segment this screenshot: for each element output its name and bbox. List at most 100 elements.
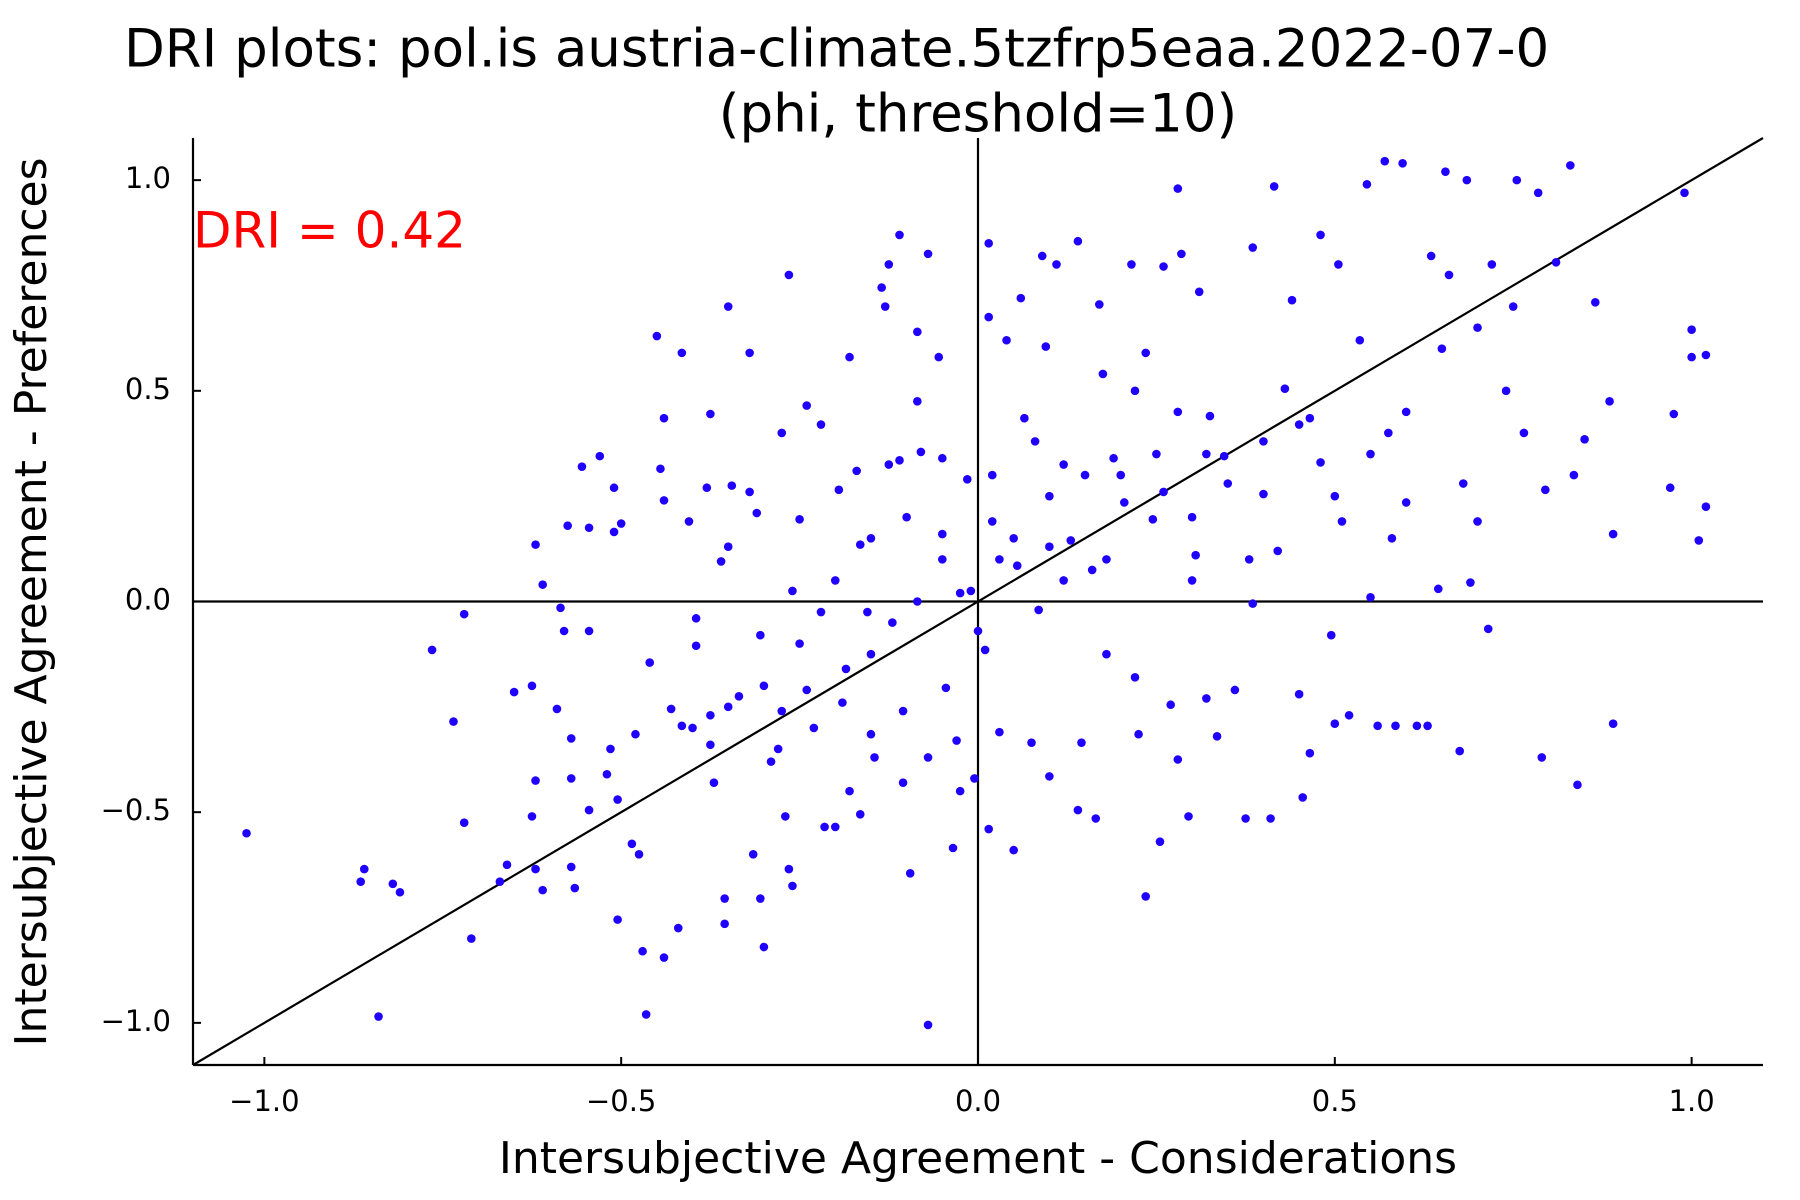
point (938, 555, 947, 564)
point (863, 607, 872, 617)
point (1194, 287, 1204, 297)
point (1401, 407, 1411, 417)
point (1027, 738, 1036, 747)
point (980, 645, 990, 655)
point (1177, 249, 1186, 259)
point (1701, 350, 1711, 360)
point (645, 658, 655, 667)
point (1102, 649, 1111, 659)
point (1687, 325, 1696, 335)
point (748, 850, 758, 859)
point (1080, 470, 1090, 480)
point (788, 881, 797, 891)
point (652, 331, 662, 341)
point (866, 533, 876, 543)
point (677, 721, 687, 731)
point (1455, 746, 1465, 756)
point (1401, 498, 1411, 507)
point (1680, 188, 1689, 198)
point (923, 753, 933, 762)
point (987, 517, 997, 526)
point (677, 348, 687, 358)
point (1020, 413, 1029, 423)
point (895, 230, 904, 240)
point (1173, 184, 1183, 193)
point (1437, 344, 1447, 353)
point (1191, 550, 1200, 560)
point (866, 649, 876, 659)
point (880, 302, 890, 311)
point (1508, 302, 1518, 311)
point (641, 1010, 651, 1019)
point (1694, 536, 1704, 545)
point (884, 460, 894, 469)
point (784, 864, 794, 874)
point (1059, 576, 1068, 585)
point (1391, 721, 1400, 731)
point (1669, 409, 1679, 419)
point (987, 470, 997, 480)
point (1316, 230, 1325, 240)
point (1665, 483, 1675, 493)
point (1533, 188, 1543, 198)
point (613, 795, 622, 804)
point (1305, 748, 1315, 758)
point (1487, 260, 1497, 269)
point (905, 868, 915, 878)
point (773, 744, 783, 754)
point (1326, 630, 1336, 640)
point (1334, 260, 1343, 269)
point (870, 753, 879, 762)
point (913, 327, 922, 337)
point (1605, 397, 1614, 406)
point (1095, 300, 1104, 309)
point (691, 641, 701, 651)
point (552, 704, 562, 714)
point (781, 812, 790, 821)
point (913, 597, 922, 606)
point (706, 710, 715, 720)
point (1241, 814, 1250, 823)
annotation: DRI = 0.42 (193, 202, 466, 260)
point (1512, 175, 1522, 185)
point (1045, 772, 1054, 781)
point (984, 312, 994, 322)
y-tick-label: 1.0 (125, 161, 171, 195)
point (706, 409, 715, 419)
point (938, 529, 947, 539)
point (830, 576, 840, 585)
point (938, 453, 947, 463)
point (1273, 546, 1283, 556)
point (1380, 156, 1390, 166)
point (1287, 295, 1297, 305)
point (745, 348, 754, 358)
point (1009, 533, 1018, 543)
point (656, 464, 665, 474)
point (727, 481, 737, 490)
point (1248, 243, 1258, 252)
point (1441, 167, 1450, 177)
point (495, 877, 505, 887)
point (1205, 411, 1215, 421)
point (888, 618, 897, 627)
point (1166, 700, 1175, 710)
point (566, 862, 576, 872)
point (559, 626, 569, 636)
point (716, 557, 726, 566)
point (702, 483, 712, 493)
point (784, 270, 794, 280)
point (1152, 449, 1161, 459)
point (1173, 755, 1183, 764)
point (1590, 298, 1600, 307)
point (1458, 479, 1468, 488)
point (1159, 262, 1168, 271)
point (756, 894, 765, 903)
point (1030, 437, 1040, 446)
point (855, 540, 865, 549)
point (841, 664, 851, 674)
point (1259, 437, 1268, 446)
point (1212, 732, 1222, 741)
point (556, 603, 565, 613)
x-tick-label: −1.0 (229, 1084, 299, 1118)
point (609, 483, 619, 493)
